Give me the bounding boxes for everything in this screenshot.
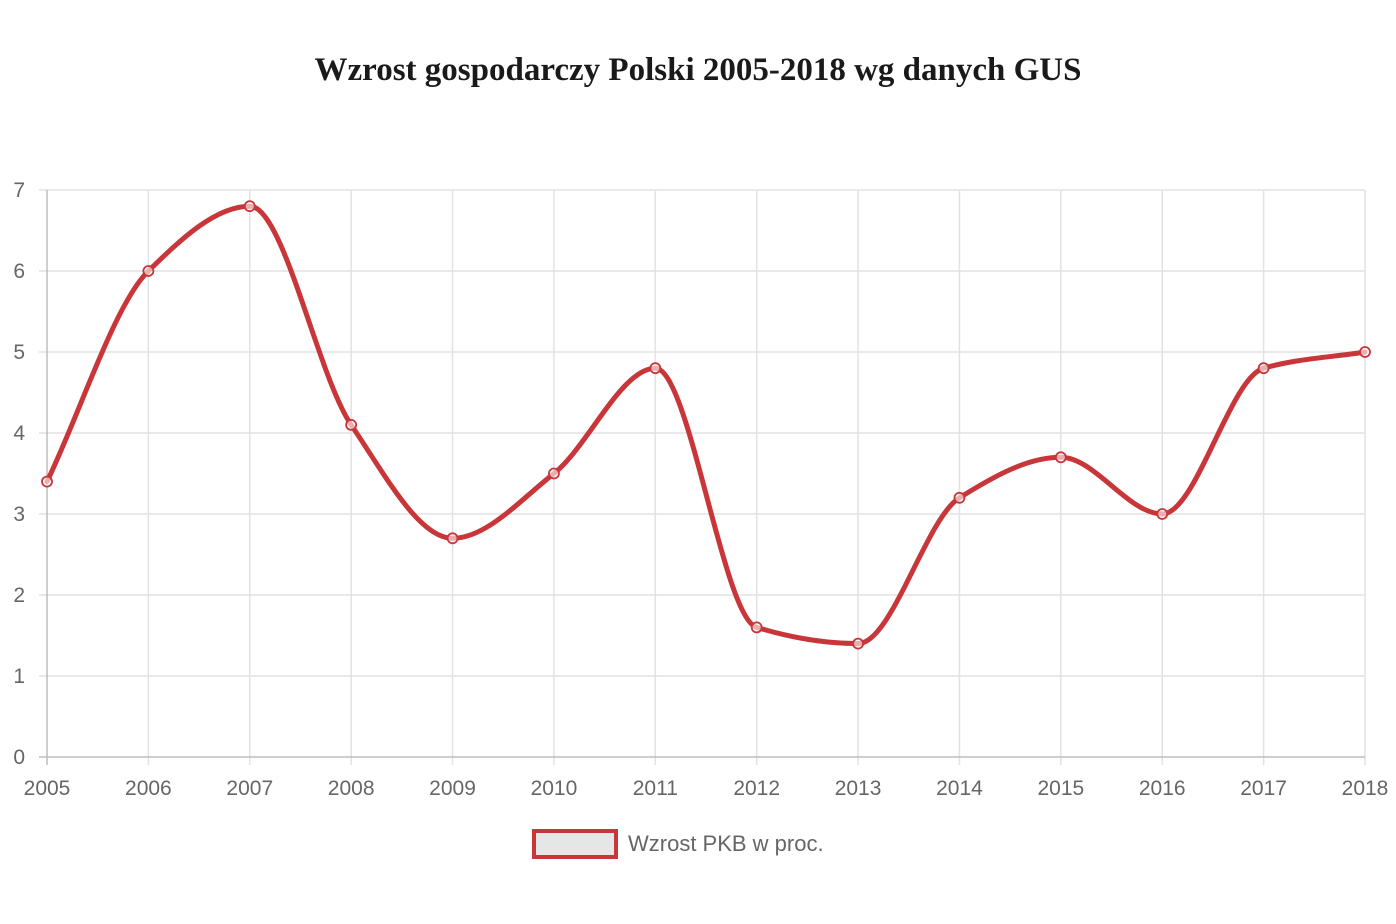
x-tick-label: 2009: [429, 777, 476, 800]
x-tick-label: 2005: [24, 777, 71, 800]
y-tick-label: 4: [13, 422, 25, 445]
x-tick-label: 2013: [835, 777, 882, 800]
data-point[interactable]: [1054, 451, 1067, 464]
x-tick-label: 2015: [1037, 777, 1084, 800]
data-point[interactable]: [142, 265, 155, 277]
y-tick-label: 5: [13, 341, 25, 364]
x-tick-label: 2006: [125, 777, 172, 800]
x-tick-label: 2016: [1139, 777, 1186, 800]
x-tick-label: 2017: [1240, 777, 1287, 800]
y-tick-label: 2: [13, 584, 25, 607]
data-point[interactable]: [345, 418, 358, 431]
data-point[interactable]: [446, 532, 459, 545]
chart-title: Wzrost gospodarczy Polski 2005-2018 wg d…: [314, 52, 1082, 88]
data-point[interactable]: [1359, 346, 1371, 358]
x-tick-label: 2007: [226, 777, 273, 800]
tick-labels: 0 1 2 3 4 5 6 7 2005 2006 2007 2008 2009 2010 2011 2012…: [13, 179, 1388, 800]
data-point[interactable]: [41, 475, 53, 488]
data-point[interactable]: [649, 362, 662, 375]
x-tick-label: 2008: [328, 777, 375, 800]
data-point[interactable]: [953, 491, 966, 504]
x-tick-label: 2011: [633, 777, 678, 800]
data-point[interactable]: [852, 637, 864, 650]
legend-swatch: [532, 829, 618, 859]
data-point[interactable]: [1257, 362, 1270, 375]
x-tick-label: 2014: [936, 777, 983, 800]
x-tick-label: 2018: [1342, 777, 1389, 800]
y-tick-label: 7: [13, 179, 25, 202]
grid-lines: [39, 189, 1366, 765]
y-tick-label: 0: [13, 746, 25, 769]
data-point[interactable]: [548, 467, 560, 480]
y-tick-label: 1: [13, 665, 25, 688]
x-tick-label: 2010: [531, 777, 578, 800]
legend[interactable]: Wzrost PKB w proc.: [532, 828, 824, 860]
series-layer: [41, 200, 1371, 650]
data-point[interactable]: [243, 200, 256, 213]
y-tick-label: 3: [13, 503, 25, 526]
x-tick-label: 2012: [733, 777, 780, 800]
data-point[interactable]: [750, 621, 763, 634]
series-line: [44, 203, 1368, 647]
y-tick-label: 6: [13, 260, 25, 283]
legend-label: Wzrost PKB w proc.: [628, 831, 824, 856]
data-point[interactable]: [1156, 508, 1169, 520]
